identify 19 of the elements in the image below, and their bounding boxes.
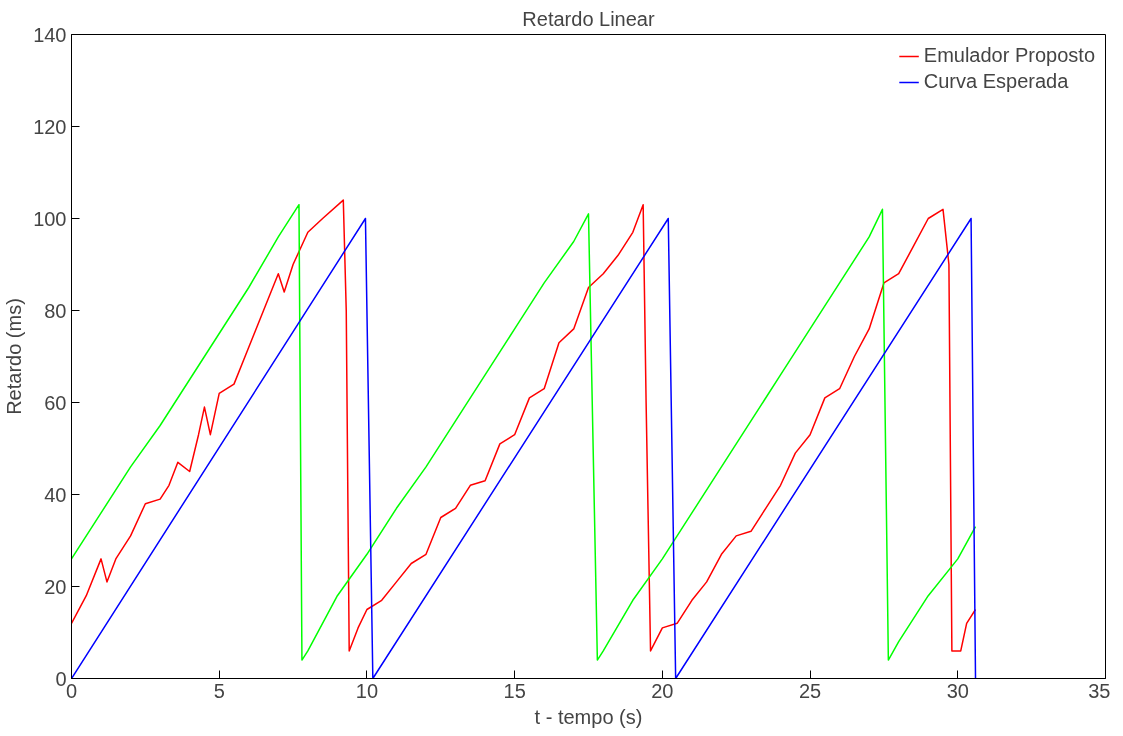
x-tick-label: 35 xyxy=(1088,679,1111,702)
chart-title: Retardo Linear xyxy=(522,7,655,30)
legend-label: Curva Esperada xyxy=(923,70,1069,93)
x-tick-label: 25 xyxy=(798,679,822,702)
y-tick-label: 100 xyxy=(33,207,67,230)
x-tick-label: 15 xyxy=(503,679,526,702)
y-axis-title: Retardo (ms) xyxy=(3,298,26,415)
y-tick-label: 40 xyxy=(44,483,67,506)
x-tick-label: 10 xyxy=(355,679,379,702)
x-axis-title: t - tempo (s) xyxy=(534,705,643,728)
y-tick-label: 120 xyxy=(33,115,67,138)
x-tick-label: 20 xyxy=(651,679,674,702)
x-tick-label: 30 xyxy=(946,679,969,702)
legend-label: Emulador Proposto xyxy=(923,44,1095,67)
x-tick-label: 5 xyxy=(213,679,225,702)
y-tick-label: 80 xyxy=(44,299,67,322)
y-tick-label: 20 xyxy=(44,575,67,598)
y-tick-label: 60 xyxy=(44,391,67,414)
y-tick-label: 140 xyxy=(33,23,67,46)
